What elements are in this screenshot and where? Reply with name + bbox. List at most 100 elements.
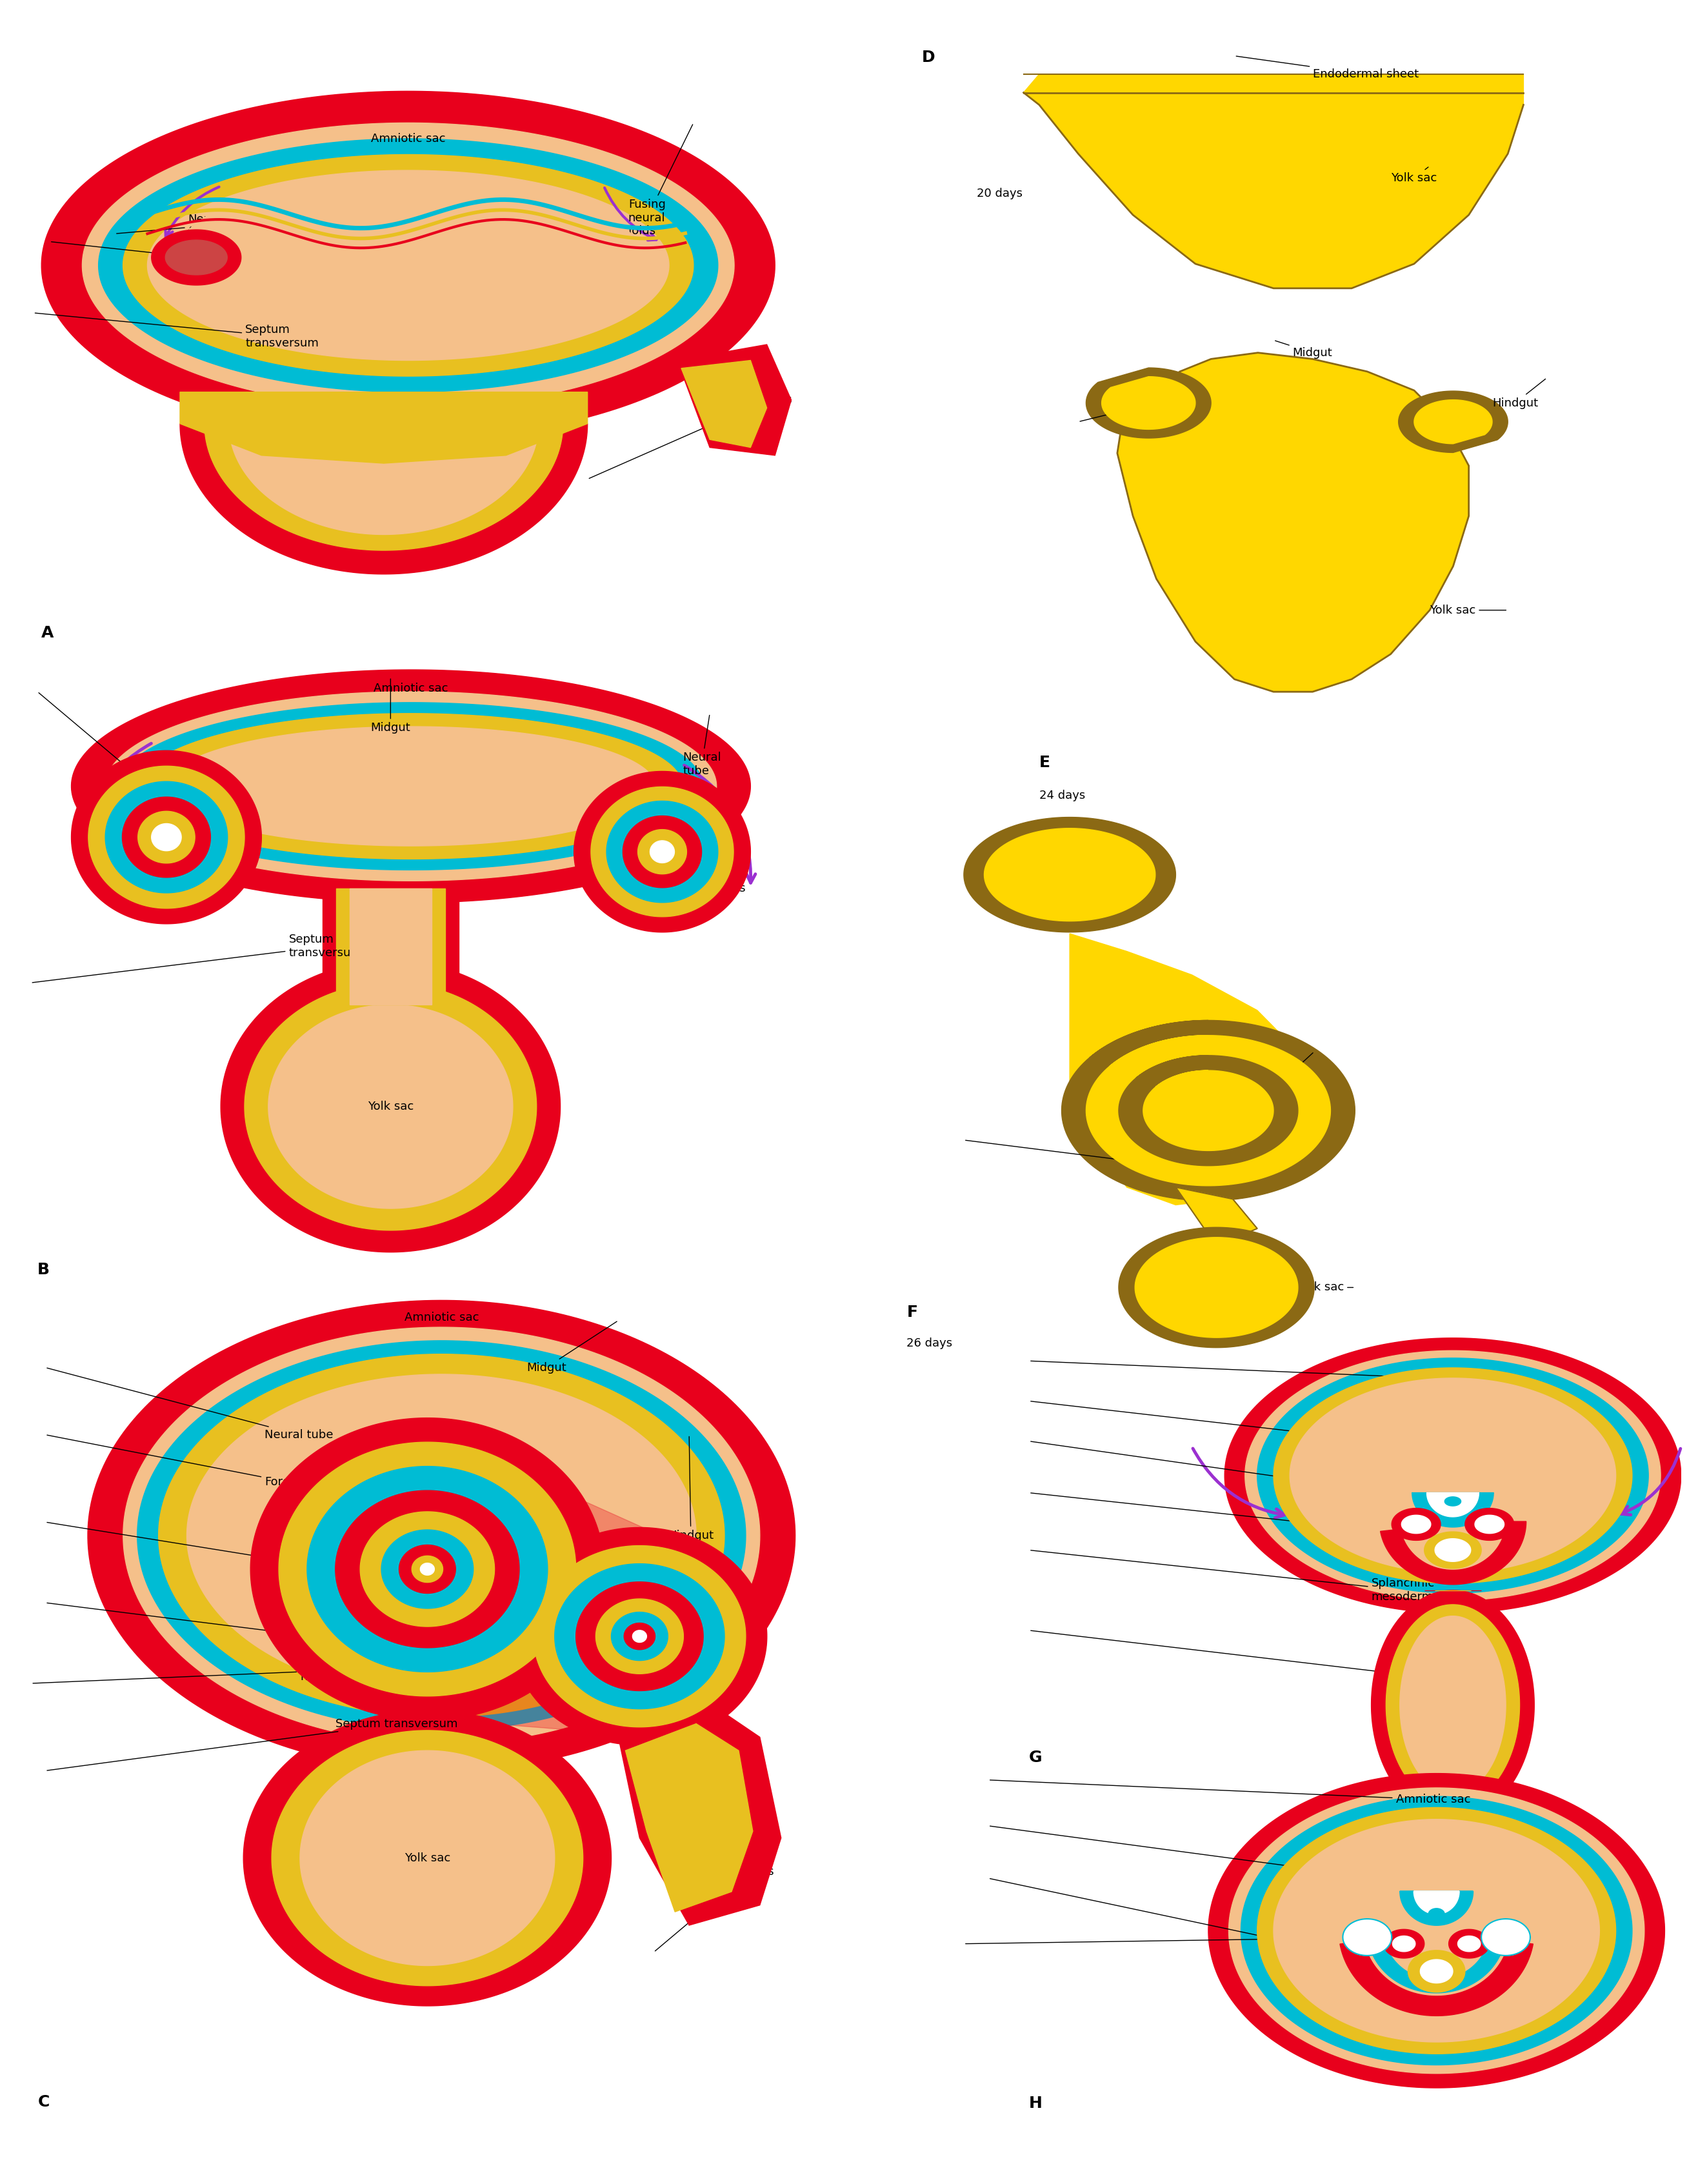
Polygon shape	[301, 1752, 555, 1966]
Text: Amniotic sac: Amniotic sac	[370, 133, 445, 144]
Polygon shape	[158, 1354, 725, 1717]
Polygon shape	[1274, 1819, 1600, 2042]
Polygon shape	[1413, 1494, 1494, 1527]
Polygon shape	[251, 1417, 604, 1721]
Text: Allantois: Allantois	[589, 393, 793, 478]
Polygon shape	[1087, 367, 1211, 439]
Polygon shape	[1386, 1605, 1520, 1806]
Polygon shape	[180, 179, 637, 321]
Text: Vitelline
duct: Vitelline duct	[966, 1140, 1223, 1182]
Polygon shape	[1175, 1188, 1257, 1247]
Polygon shape	[1445, 1496, 1460, 1507]
Polygon shape	[1384, 1928, 1425, 1959]
Polygon shape	[1290, 1378, 1616, 1572]
Polygon shape	[336, 889, 445, 1005]
Polygon shape	[1414, 1891, 1459, 1913]
Polygon shape	[323, 889, 458, 1005]
Polygon shape	[1425, 1531, 1481, 1568]
Text: Midgut: Midgut	[526, 1321, 616, 1374]
Polygon shape	[138, 810, 195, 863]
Polygon shape	[71, 670, 751, 902]
Text: Gut tube: Gut tube	[990, 1878, 1447, 1977]
Text: A: A	[41, 625, 54, 640]
Polygon shape	[1070, 935, 1323, 1206]
Text: Allantois: Allantois	[1257, 1053, 1313, 1088]
Polygon shape	[1408, 1950, 1465, 1992]
Text: Vitelline
duct: Vitelline duct	[48, 1522, 362, 1581]
Polygon shape	[336, 1489, 520, 1647]
Polygon shape	[1380, 1522, 1527, 1583]
Polygon shape	[1343, 1920, 1392, 1955]
Text: Intraembryonic
coelom: Intraembryonic coelom	[966, 1924, 1443, 1950]
Polygon shape	[1435, 1540, 1470, 1562]
Polygon shape	[187, 1374, 696, 1697]
Polygon shape	[1119, 1227, 1314, 1348]
Polygon shape	[119, 703, 703, 869]
Polygon shape	[148, 170, 669, 360]
Polygon shape	[576, 1581, 703, 1690]
Text: Ectoderm: Ectoderm	[48, 1603, 341, 1642]
Text: Allantois: Allantois	[696, 876, 745, 893]
Text: Foregut: Foregut	[1080, 397, 1177, 422]
Polygon shape	[1257, 1808, 1616, 2053]
Polygon shape	[124, 1328, 759, 1743]
Text: Septum transversum: Septum transversum	[48, 1719, 457, 1771]
Polygon shape	[650, 841, 674, 863]
Text: H: H	[1029, 2094, 1043, 2110]
Polygon shape	[1428, 1909, 1445, 1920]
Text: Septum
transversum: Septum transversum	[32, 935, 362, 983]
Text: G: G	[1029, 1749, 1043, 1765]
Polygon shape	[591, 786, 734, 917]
Polygon shape	[1274, 1367, 1632, 1583]
Polygon shape	[1117, 352, 1469, 692]
Text: C: C	[37, 2094, 49, 2110]
Text: Septum
transversum: Septum transversum	[36, 312, 319, 349]
Polygon shape	[1476, 1516, 1504, 1533]
Polygon shape	[611, 1612, 667, 1660]
Polygon shape	[1245, 1350, 1661, 1601]
Polygon shape	[41, 92, 774, 439]
Polygon shape	[382, 1529, 474, 1607]
Polygon shape	[533, 1546, 745, 1728]
Text: Foregut: Foregut	[48, 1435, 309, 1487]
Polygon shape	[1401, 1516, 1431, 1533]
Polygon shape	[278, 1441, 576, 1697]
Polygon shape	[1481, 1920, 1530, 1955]
Text: B: B	[37, 1262, 49, 1278]
Polygon shape	[1399, 1616, 1506, 1793]
Text: Yolk sac: Yolk sac	[367, 1101, 414, 1112]
Polygon shape	[633, 1629, 647, 1642]
Polygon shape	[229, 424, 538, 535]
Polygon shape	[1369, 1939, 1504, 1992]
Text: Amniotic sac: Amniotic sac	[1031, 1361, 1470, 1385]
Polygon shape	[243, 1710, 611, 2005]
Text: Splanchnic
mesoderm: Splanchnic mesoderm	[1031, 1551, 1435, 1603]
Polygon shape	[1061, 1020, 1355, 1201]
Polygon shape	[245, 983, 537, 1230]
Polygon shape	[1024, 74, 1523, 288]
Polygon shape	[105, 782, 228, 893]
Polygon shape	[1224, 1339, 1681, 1614]
Polygon shape	[88, 1299, 795, 1771]
Text: Yolk sac: Yolk sac	[404, 1852, 450, 1863]
Polygon shape	[1257, 1358, 1649, 1592]
Polygon shape	[82, 122, 734, 408]
Polygon shape	[122, 155, 693, 376]
Polygon shape	[985, 828, 1155, 922]
Polygon shape	[555, 1564, 725, 1708]
Polygon shape	[272, 1730, 582, 1985]
Polygon shape	[625, 1623, 655, 1649]
Polygon shape	[678, 345, 791, 456]
Text: Neural tube: Neural tube	[990, 1826, 1464, 1891]
Polygon shape	[1448, 1928, 1489, 1959]
Polygon shape	[421, 1564, 435, 1575]
Polygon shape	[1087, 1035, 1331, 1186]
Text: Amniotic sac: Amniotic sac	[404, 1310, 479, 1324]
Polygon shape	[618, 1704, 781, 1926]
Polygon shape	[1420, 1959, 1453, 1983]
Polygon shape	[307, 1465, 547, 1673]
Text: 20 days: 20 days	[976, 188, 1022, 199]
Polygon shape	[268, 1005, 513, 1208]
Text: 26 days: 26 days	[907, 1337, 953, 1350]
Polygon shape	[623, 817, 701, 887]
